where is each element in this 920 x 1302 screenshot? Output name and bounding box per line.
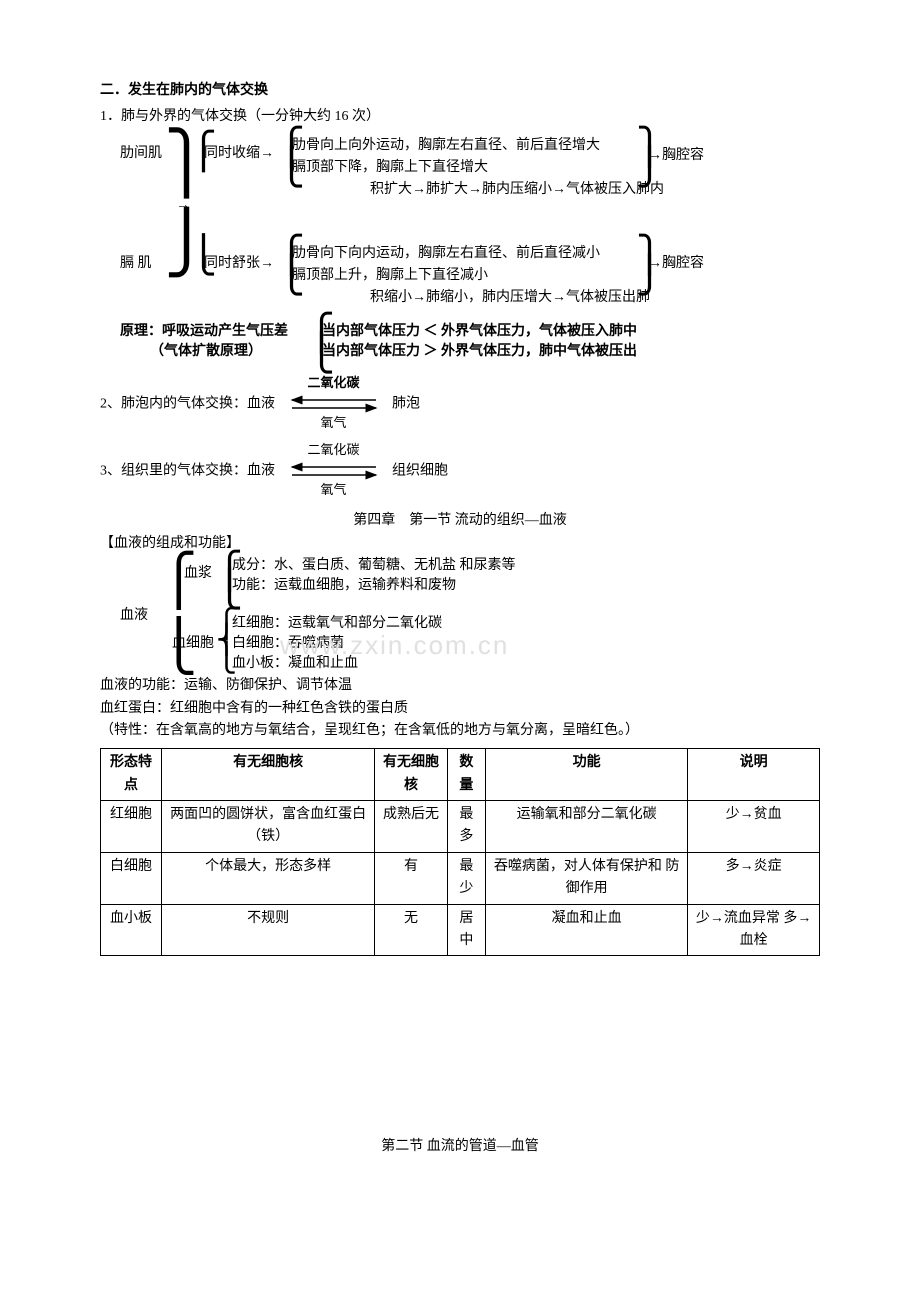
th: 有无细胞核 — [375, 749, 447, 801]
contract-line2: 膈顶部下降，胸廓上下直径增大 — [292, 157, 488, 179]
breathing-diagram: 肋间肌 膈 肌 ⎫ ⎭ → ⎧ ⎩ 同时收缩→ 同时舒张→ ⎧ ⎩ 肋骨向上向外… — [120, 135, 820, 315]
td: 最少 — [447, 852, 485, 904]
blood-tree: 血液 ⎧ ⎩ 血浆 ⎧ ⎩ 成分：水、蛋白质、葡萄糖、无机盐 和尿素等 功能：运… — [120, 555, 820, 675]
ex2-right: 肺泡 — [392, 396, 420, 411]
ex2-top: 二氧化碳 — [307, 375, 359, 390]
blood-root: 血液 — [120, 605, 148, 627]
td: 少→流血异常 多→血栓 — [688, 904, 820, 956]
contract-label: 同时收缩→ — [204, 143, 274, 165]
principle-sub: （气体扩散原理） — [150, 341, 262, 363]
plasma-label: 血浆 — [184, 563, 212, 585]
td: 少→贫血 — [688, 801, 820, 853]
th: 功能 — [485, 749, 687, 801]
cells-label: 血细胞 — [172, 633, 214, 655]
td: 最多 — [447, 801, 485, 853]
ex3-right: 组织细胞 — [392, 463, 448, 478]
td: 个体最大，形态多样 — [161, 852, 374, 904]
exchange-tissue: 3、组织里的气体交换：血液 二氧化碳 氧气 组织细胞 — [100, 440, 820, 503]
relax-line1: 肋骨向下向内运动，胸廓左右直径、前后直径减小 — [292, 243, 600, 265]
ex2-bottom: 氧气 — [320, 415, 346, 430]
chapter4-title: 第四章 第一节 流动的组织—血液 — [100, 510, 820, 532]
hemoglobin-def: 血红蛋白：红细胞中含有的一种红色含铁的蛋白质 — [100, 698, 820, 720]
td: 多→炎症 — [688, 852, 820, 904]
table-header-row: 形态特点 有无细胞核 有无细胞核 数量 功能 说明 — [101, 749, 820, 801]
section-2-title: 二．发生在肺内的气体交换 — [100, 80, 820, 102]
table-row: 红细胞 两面凹的圆饼状，富含血红蛋白（铁） 成熟后无 最多 运输氧和部分二氧化碳… — [101, 801, 820, 853]
td: 血小板 — [101, 904, 162, 956]
exchange-alveoli: 2、肺泡内的气体交换：血液 二氧化碳 氧气 肺泡 — [100, 373, 820, 436]
diaphragm-label: 膈 肌 — [120, 253, 152, 275]
blood-section-title: 【血液的组成和功能】 — [100, 533, 820, 555]
td: 两面凹的圆饼状，富含血红蛋白（铁） — [161, 801, 374, 853]
intercostal-label: 肋间肌 — [120, 143, 162, 165]
footer-title: 第二节 血流的管道—血管 — [100, 1136, 820, 1158]
sub-1: 1．肺与外界的气体交换（一分钟大约 16 次） — [100, 106, 820, 128]
td: 白细胞 — [101, 852, 162, 904]
th: 有无细胞核 — [161, 749, 374, 801]
relax-label: 同时舒张→ — [204, 253, 274, 275]
relax-line2: 膈顶部上升，胸廓上下直径减小 — [292, 265, 488, 287]
td: 成熟后无 — [375, 801, 447, 853]
td: 凝血和止血 — [485, 904, 687, 956]
relax-result: 积缩小→肺缩小，肺内压增大→气体被压出肺 — [370, 287, 650, 309]
ex2-label: 2、肺泡内的气体交换：血液 — [100, 396, 275, 411]
hemoglobin-prop: （特性：在含氧高的地方与氧结合，呈现红色；在含氧低的地方与氧分离，呈暗红色。） — [100, 720, 820, 742]
plasma-func: 功能：运载血细胞，运输养料和废物 — [232, 575, 456, 597]
table-row: 白细胞 个体最大，形态多样 有 最少 吞噬病菌，对人体有保护和 防御作用 多→炎… — [101, 852, 820, 904]
ex3-bottom: 氧气 — [320, 482, 346, 497]
th: 说明 — [688, 749, 820, 801]
ex3-top: 二氧化碳 — [307, 442, 359, 457]
principle-line2: 当内部气体压力 ＞ 外界气体压力，肺中气体被压出 — [322, 341, 637, 363]
blood-function: 血液的功能：运输、防御保护、调节体温 — [100, 675, 820, 697]
td: 红细胞 — [101, 801, 162, 853]
watermark: www.zxin.com.cn — [280, 625, 509, 667]
th: 形态特点 — [101, 749, 162, 801]
double-arrow-icon — [284, 462, 384, 480]
contract-line1: 肋骨向上向外运动，胸廓左右直径、前后直径增大 — [292, 135, 600, 157]
arrow-icon: → — [176, 195, 190, 217]
td: 不规则 — [161, 904, 374, 956]
double-arrow-icon — [284, 395, 384, 413]
td: 运输氧和部分二氧化碳 — [485, 801, 687, 853]
contract-result: 积扩大→肺扩大→肺内压缩小→气体被压入肺内 — [370, 179, 664, 201]
table-row: 血小板 不规则 无 居中 凝血和止血 少→流血异常 多→血栓 — [101, 904, 820, 956]
blood-cells-table: 形态特点 有无细胞核 有无细胞核 数量 功能 说明 红细胞 两面凹的圆饼状，富含… — [100, 748, 820, 956]
th: 数量 — [447, 749, 485, 801]
ex3-label: 3、组织里的气体交换：血液 — [100, 463, 275, 478]
contract-tail: →胸腔容 — [648, 145, 704, 167]
td: 居中 — [447, 904, 485, 956]
td: 有 — [375, 852, 447, 904]
relax-tail: →胸腔容 — [648, 253, 704, 275]
td: 无 — [375, 904, 447, 956]
principle-block: 原理：呼吸运动产生气压差 （气体扩散原理） ⎧ ⎩ 当内部气体压力 ＜ 外界气体… — [120, 321, 820, 365]
td: 吞噬病菌，对人体有保护和 防御作用 — [485, 852, 687, 904]
